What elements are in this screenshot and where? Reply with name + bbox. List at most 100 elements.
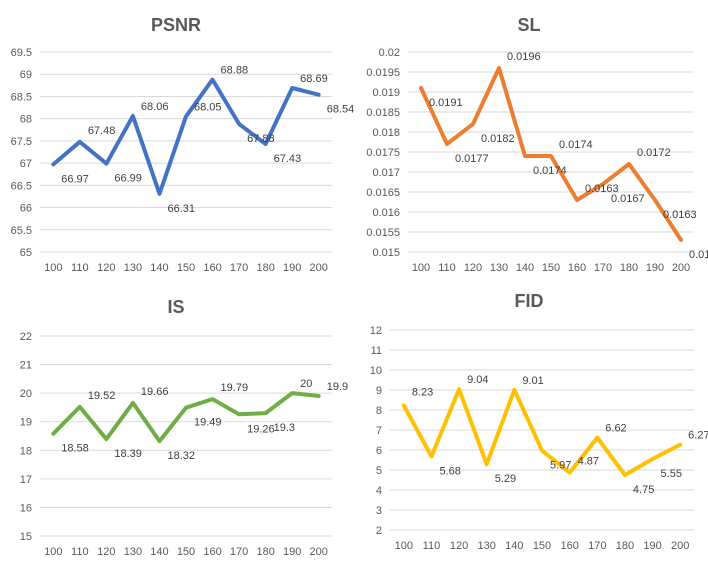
data-label: 0.0172 — [637, 147, 671, 159]
y-tick-label: 0.0195 — [366, 67, 400, 79]
x-tick-label: 120 — [97, 262, 115, 274]
x-tick-label: 160 — [560, 540, 578, 552]
data-label: 19.3 — [274, 422, 295, 434]
data-label: 18.32 — [167, 450, 195, 462]
data-label: 0.0196 — [507, 51, 541, 63]
data-label: 5.29 — [495, 473, 516, 485]
data-label: 5.68 — [439, 465, 460, 477]
x-tick-label: 170 — [230, 262, 248, 274]
y-tick-label: 5 — [376, 465, 382, 477]
data-label: 68.69 — [300, 73, 328, 85]
y-tick-label: 66.5 — [11, 180, 32, 192]
x-tick-label: 110 — [71, 262, 89, 274]
x-tick-label: 200 — [310, 546, 328, 558]
data-label: 19.79 — [221, 382, 249, 394]
x-tick-label: 120 — [464, 262, 482, 274]
y-tick-label: 0.019 — [372, 87, 400, 99]
x-tick-label: 140 — [150, 262, 168, 274]
x-tick-label: 120 — [97, 546, 115, 558]
x-tick-label: 170 — [594, 262, 612, 274]
x-tick-label: 130 — [124, 262, 142, 274]
y-tick-label: 9 — [376, 385, 382, 397]
x-tick-label: 190 — [283, 546, 301, 558]
y-tick-label: 0.016 — [372, 207, 400, 219]
data-label: 66.97 — [61, 173, 89, 185]
data-label: 6.62 — [605, 423, 626, 435]
data-label: 0.0163 — [663, 209, 697, 221]
data-label: 68.06 — [141, 101, 169, 113]
y-tick-label: 19 — [20, 417, 32, 429]
y-tick-label: 67.5 — [11, 136, 32, 148]
data-label: 68.88 — [221, 65, 249, 77]
x-tick-label: 180 — [616, 540, 634, 552]
x-tick-label: 180 — [256, 546, 274, 558]
y-tick-label: 10 — [370, 365, 382, 377]
data-label: 9.01 — [522, 375, 543, 387]
x-tick-label: 190 — [283, 262, 301, 274]
y-tick-label: 11 — [371, 345, 382, 357]
y-tick-label: 65.5 — [11, 225, 32, 237]
x-tick-label: 100 — [44, 262, 62, 274]
data-label: 0.0174 — [559, 139, 593, 151]
data-label: 18.39 — [114, 448, 142, 460]
y-tick-label: 0.0165 — [366, 187, 400, 199]
y-tick-label: 4 — [376, 485, 382, 497]
data-label: 19.49 — [194, 417, 222, 429]
x-tick-label: 150 — [177, 262, 195, 274]
series-line — [51, 77, 321, 196]
y-tick-label: 0.015 — [372, 247, 400, 259]
data-label: 67.43 — [274, 153, 302, 165]
x-tick-label: 120 — [450, 540, 468, 552]
y-tick-label: 8 — [376, 405, 382, 417]
y-tick-label: 0.0155 — [366, 227, 400, 239]
x-tick-label: 110 — [438, 262, 456, 274]
y-tick-label: 6 — [376, 445, 382, 457]
data-label: 68.05 — [194, 101, 222, 113]
data-label: 0.0167 — [611, 193, 645, 205]
chart-title: IS — [167, 297, 184, 317]
y-tick-label: 0.0185 — [366, 107, 400, 119]
series-line — [51, 391, 321, 444]
y-tick-label: 69.5 — [11, 47, 32, 59]
y-tick-label: 68 — [20, 114, 32, 126]
x-tick-label: 160 — [568, 262, 586, 274]
x-tick-label: 130 — [478, 540, 496, 552]
x-tick-label: 170 — [230, 546, 248, 558]
y-tick-label: 69 — [20, 69, 32, 81]
x-tick-label: 150 — [533, 540, 551, 552]
chart-title: FID — [515, 291, 544, 311]
chart-sl: SL 0.015 0.0155 0.016 0.0165 0.017 0.0175 0.018… — [366, 15, 708, 274]
series-line — [419, 66, 683, 242]
x-tick-label: 180 — [256, 262, 274, 274]
data-label: 5.97 — [550, 460, 571, 472]
y-tick-label: 7 — [376, 425, 382, 437]
data-label: 0.0153 — [689, 249, 708, 261]
y-tick-label: 20 — [20, 388, 32, 400]
data-label: 0.0174 — [533, 165, 567, 177]
y-tick-label: 67 — [20, 158, 32, 170]
data-label: 19.52 — [88, 390, 116, 402]
data-label: 68.54 — [327, 104, 355, 116]
y-tick-label: 22 — [20, 331, 32, 343]
y-tick-label: 17 — [20, 474, 32, 486]
x-tick-label: 160 — [203, 262, 221, 274]
data-label: 0.0182 — [481, 133, 515, 145]
x-tick-label: 140 — [516, 262, 534, 274]
y-tick-label: 15 — [20, 531, 32, 543]
x-tick-label: 110 — [71, 546, 89, 558]
data-label: 9.04 — [467, 374, 488, 386]
data-label: 5.55 — [661, 468, 682, 480]
data-label: 67.48 — [88, 125, 116, 137]
x-tick-label: 180 — [620, 262, 638, 274]
data-label: 6.27 — [688, 430, 708, 442]
series-line — [401, 387, 683, 477]
y-tick-label: 18 — [20, 445, 32, 457]
y-tick-label: 0.0175 — [366, 147, 400, 159]
x-tick-label: 200 — [310, 262, 328, 274]
data-label: 66.99 — [114, 173, 142, 185]
y-tick-label: 65 — [20, 247, 32, 259]
data-label: 20 — [300, 378, 312, 390]
chart-is: IS 15 16 17 18 19 20 21 22 100 110 120 130 140 150 160 1… — [20, 297, 348, 558]
data-label: 19.26 — [247, 423, 275, 435]
